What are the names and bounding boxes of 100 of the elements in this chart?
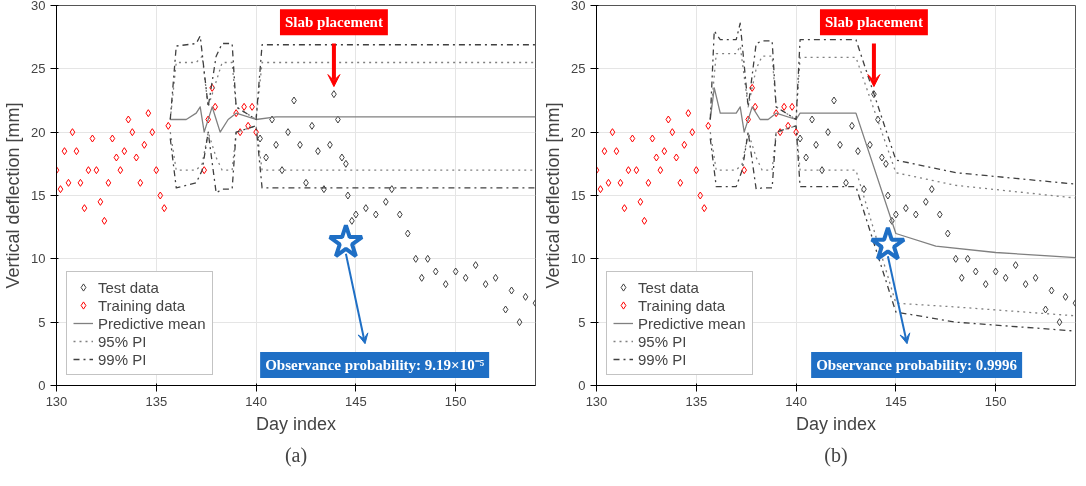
point: [73, 147, 80, 156]
point: [93, 166, 100, 175]
line-series: [169, 125, 536, 194]
x-tick-label: 135: [145, 393, 168, 409]
y-tick-label: 30: [571, 0, 586, 13]
legend-label: Predictive mean: [98, 314, 206, 332]
point: [109, 134, 116, 143]
point: [153, 166, 160, 175]
x-tick-label: 150: [444, 393, 467, 409]
point: [749, 83, 756, 92]
legend-label: 99% PI: [98, 350, 147, 368]
point: [605, 178, 612, 187]
point: [77, 178, 84, 187]
point: [81, 204, 88, 213]
point: [701, 204, 708, 213]
point: [145, 109, 152, 118]
point: [327, 223, 365, 259]
point: [61, 147, 68, 156]
point: [404, 229, 411, 238]
point: [621, 204, 628, 213]
point: [693, 166, 700, 175]
point: [669, 128, 676, 137]
point: [201, 166, 208, 175]
point: [869, 225, 907, 261]
y-tick-label: 25: [31, 61, 46, 77]
point: [1002, 273, 1009, 282]
point: [641, 216, 648, 225]
point: [645, 178, 652, 187]
text: (b): [824, 443, 848, 467]
point: [113, 153, 120, 162]
y-tick-label: 20: [571, 124, 586, 140]
y-tick-label: 15: [571, 188, 586, 203]
point: [101, 216, 108, 225]
legend-label: Training data: [638, 296, 725, 314]
legend-label: 99% PI: [638, 350, 687, 368]
x-tick-label: 150: [984, 393, 1007, 409]
point: [982, 280, 989, 289]
point: [685, 109, 692, 118]
point: [617, 178, 624, 187]
y-tick-label: 25: [571, 61, 586, 77]
point: [442, 280, 449, 289]
point: [972, 267, 979, 276]
x-tick-label: 130: [45, 393, 68, 409]
x-tick-label: 140: [785, 393, 807, 409]
point: [964, 254, 971, 263]
point: [597, 185, 604, 194]
point: [133, 153, 140, 162]
point: [922, 197, 929, 206]
point: [613, 147, 620, 156]
legend-label: Training data: [98, 296, 185, 314]
point: [958, 273, 965, 282]
point: [382, 197, 389, 206]
x-axis-title: Day index: [255, 413, 337, 434]
point: [121, 147, 128, 156]
point: [633, 166, 640, 175]
point: [609, 128, 616, 137]
y-tick-label: 20: [31, 124, 46, 140]
legend-label: Predictive mean: [638, 314, 746, 332]
point: [57, 185, 64, 194]
point: [625, 166, 632, 175]
point: [697, 191, 704, 200]
point: [482, 280, 489, 289]
point: [452, 267, 459, 276]
legend-label: 95% PI: [98, 332, 147, 350]
x-axis-title: Day index: [795, 413, 877, 434]
point: [1062, 292, 1069, 301]
y-tick-label: 5: [38, 314, 46, 330]
point: [125, 115, 132, 124]
y-tick-label: 30: [31, 0, 46, 13]
point: [992, 267, 999, 276]
point: [157, 191, 164, 200]
point: [1042, 305, 1049, 314]
point: [129, 128, 136, 137]
point: [661, 147, 668, 156]
x-tick-label: 130: [585, 393, 608, 409]
point: [601, 147, 608, 156]
x-tick-label: 135: [685, 393, 708, 409]
legend-label: Test data: [98, 278, 159, 296]
y-tick-label: 15: [31, 188, 46, 203]
y-tick-label: 0: [578, 378, 586, 393]
point: [472, 261, 479, 270]
point: [944, 229, 951, 238]
point: [105, 178, 112, 187]
point: [502, 305, 509, 314]
point: [69, 128, 76, 137]
annotation: Slab placement: [824, 14, 923, 31]
point: [141, 140, 148, 149]
point: [689, 128, 696, 137]
y-axis-title: Vertical deflection [mm]: [543, 102, 564, 289]
annotation: Observance probability: 9.19×10⁻⁵: [265, 356, 485, 373]
x-tick-label: 145: [345, 393, 367, 409]
point: [1032, 273, 1039, 282]
point: [522, 292, 529, 301]
y-axis-title: Vertical deflection [mm]: [3, 102, 24, 289]
x-tick-label: 145: [885, 393, 907, 409]
y-tick-label: 10: [31, 251, 46, 267]
point: [492, 273, 499, 282]
annotation: Observance probability: 0.9996: [816, 356, 1018, 373]
point: [681, 140, 688, 149]
x-tick-label: 140: [245, 393, 267, 409]
